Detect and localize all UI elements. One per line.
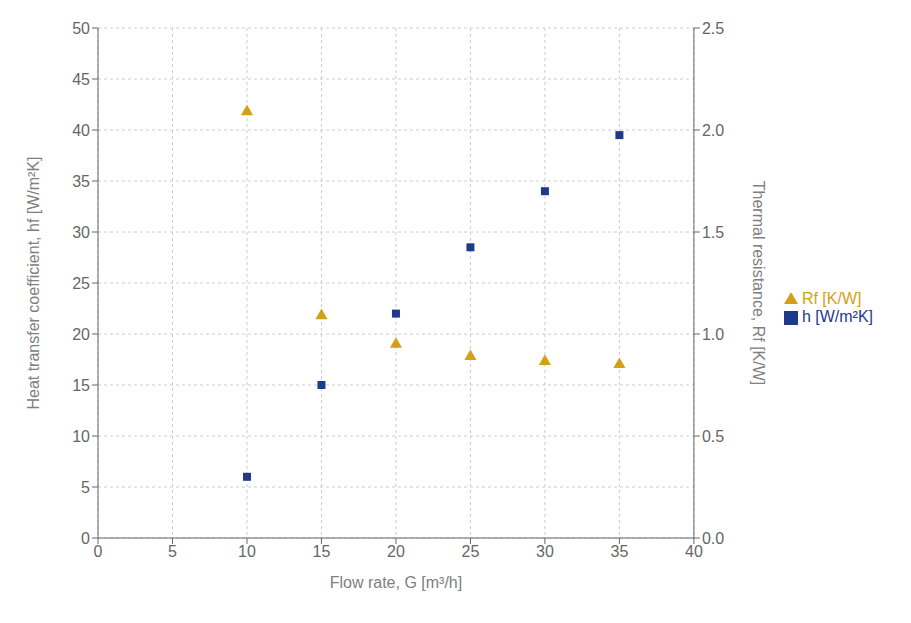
svg-text:25: 25 <box>462 543 480 560</box>
svg-text:0: 0 <box>81 530 90 547</box>
svg-text:30: 30 <box>536 543 554 560</box>
svg-text:10: 10 <box>72 428 90 445</box>
svg-text:15: 15 <box>72 377 90 394</box>
svg-text:Heat transfer coefficient, hf: Heat transfer coefficient, hf [W/m²K] <box>25 156 42 409</box>
svg-text:35: 35 <box>611 543 629 560</box>
html-text:h [W/m²K]: h [W/m²K] <box>801 308 873 325</box>
svg-text:1.0: 1.0 <box>702 326 724 343</box>
svg-text:2.0: 2.0 <box>702 122 724 139</box>
svg-text:5: 5 <box>168 543 177 560</box>
svg-text:25: 25 <box>72 275 90 292</box>
svg-text:20: 20 <box>72 326 90 343</box>
svg-text:Thermal resistance, Rf [K/W]: Thermal resistance, Rf [K/W] <box>750 181 767 386</box>
svg-text:40: 40 <box>72 122 90 139</box>
svg-text:15: 15 <box>313 543 331 560</box>
svg-text:40: 40 <box>685 543 703 560</box>
svg-text:35: 35 <box>72 173 90 190</box>
svg-text:1.5: 1.5 <box>702 224 724 241</box>
svg-text:0: 0 <box>94 543 103 560</box>
svg-text:0.5: 0.5 <box>702 428 724 445</box>
svg-text:5: 5 <box>81 479 90 496</box>
html-text:Rf [K/W]: Rf [K/W] <box>801 290 862 307</box>
svg-text:20: 20 <box>387 543 405 560</box>
svg-text:2.5: 2.5 <box>702 20 724 37</box>
svg-text:45: 45 <box>72 71 90 88</box>
svg-text:Flow rate, G [m³/h]: Flow rate, G [m³/h] <box>330 574 462 591</box>
svg-text:10: 10 <box>238 543 256 560</box>
svg-text:50: 50 <box>72 20 90 37</box>
svg-text:0.0: 0.0 <box>702 530 724 547</box>
svg-text:30: 30 <box>72 224 90 241</box>
